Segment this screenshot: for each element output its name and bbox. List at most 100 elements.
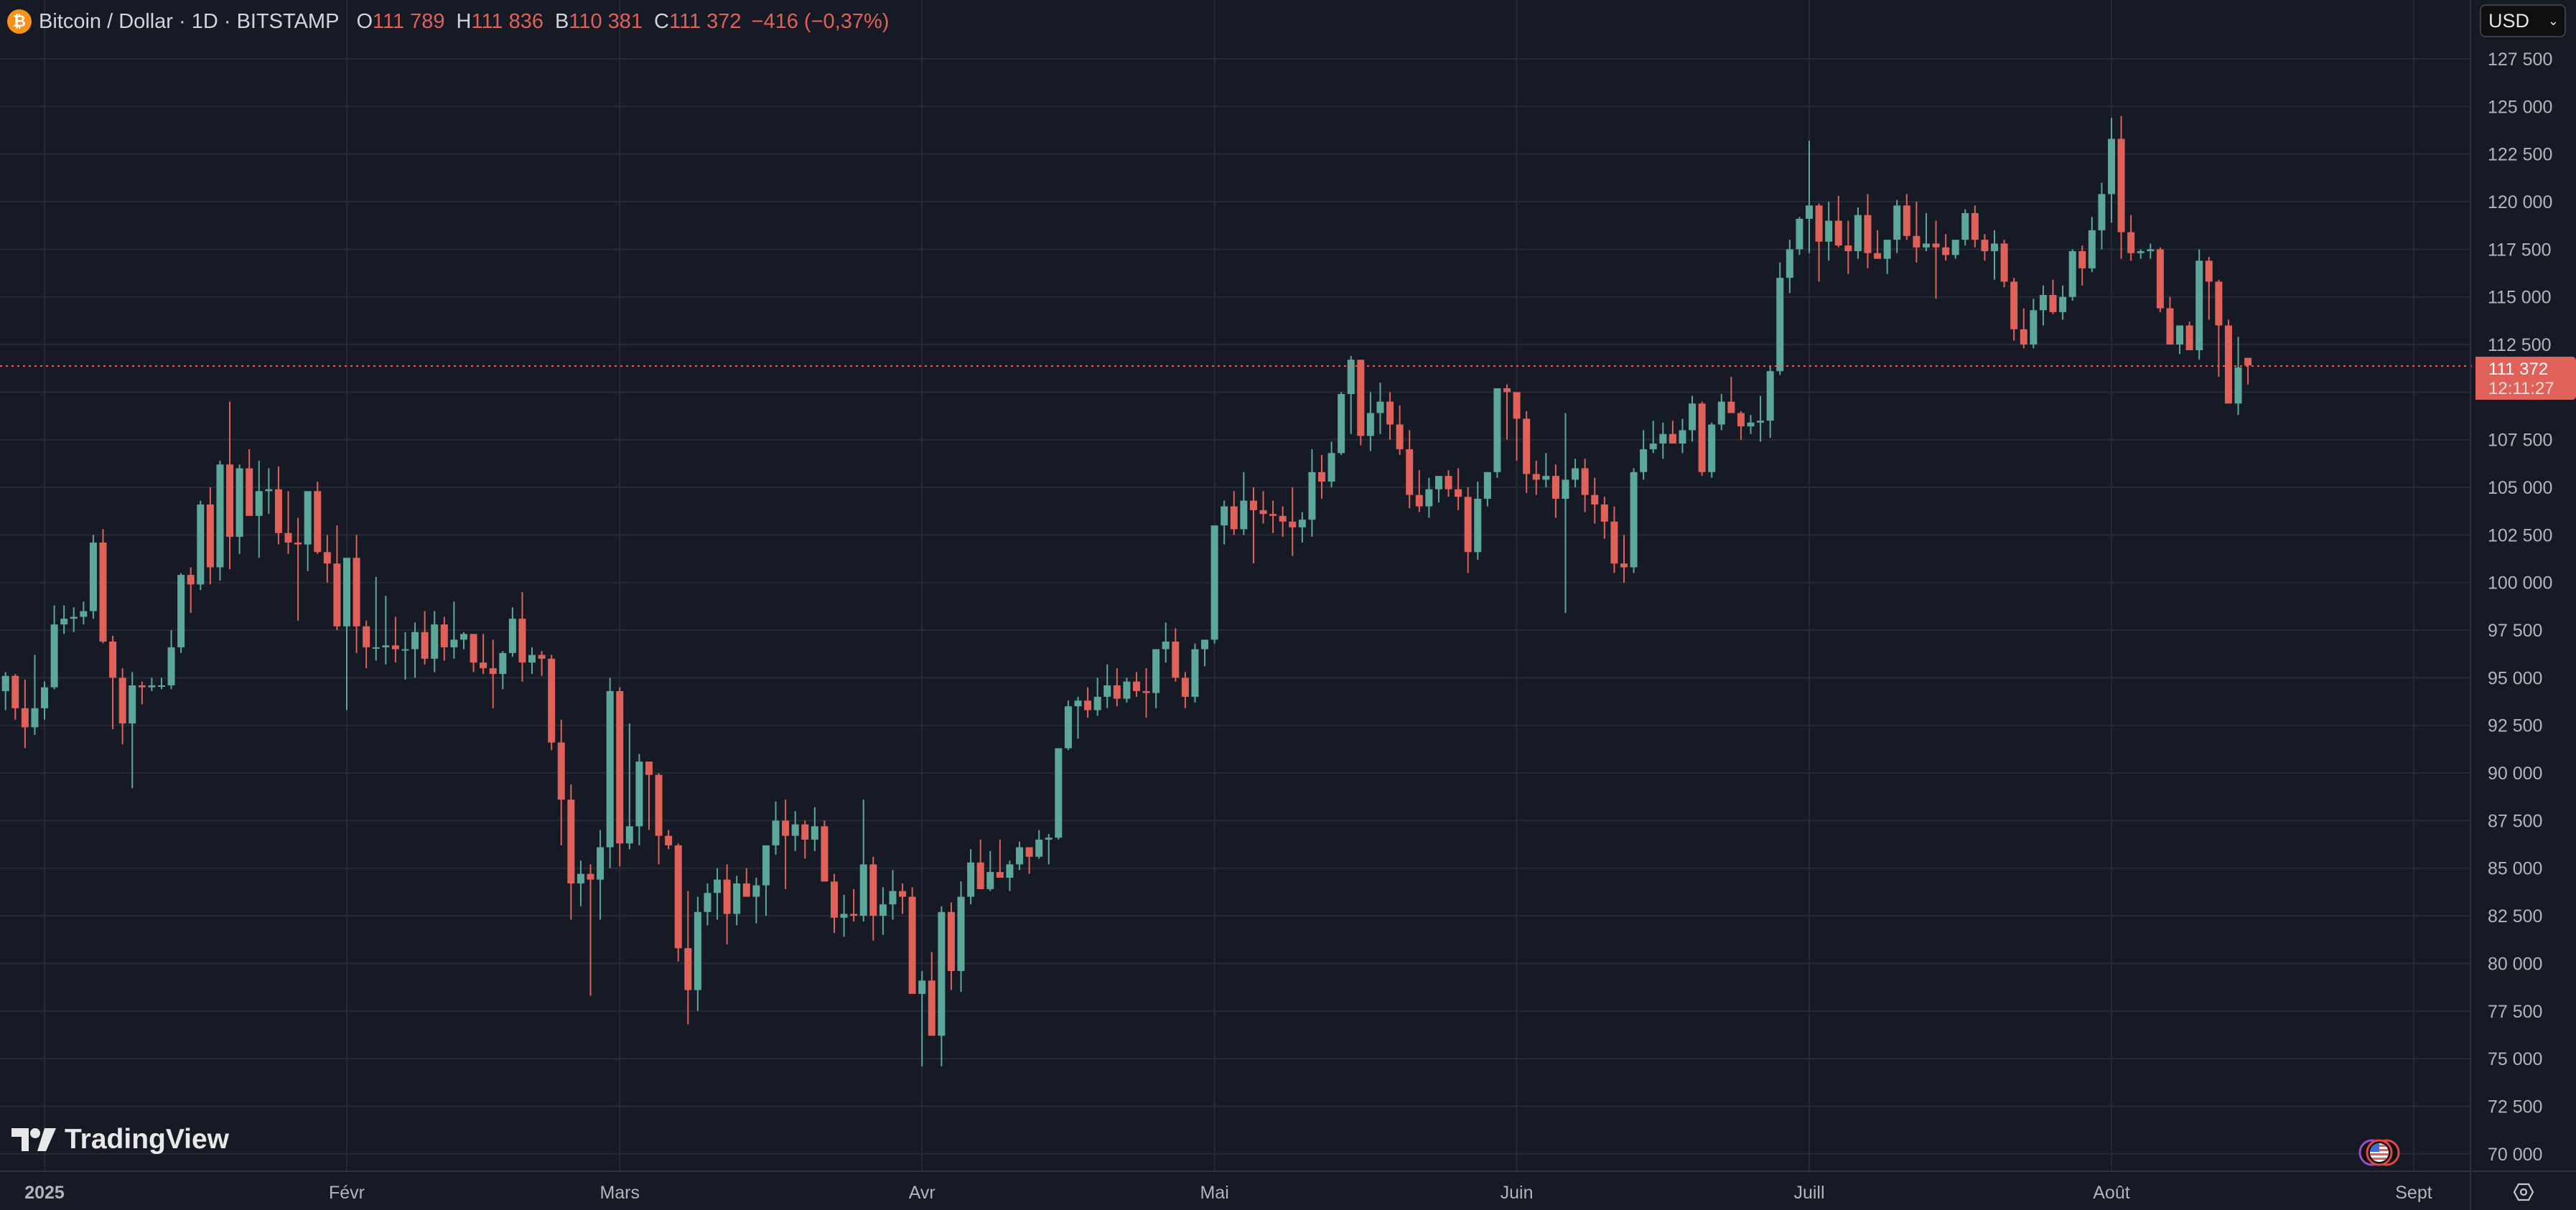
candle-body [1854,215,1862,252]
candle [1834,196,1842,248]
candle-body [1562,479,1569,499]
candle-body [1757,421,1765,423]
candle-body [1903,205,1910,236]
candle-body [801,824,809,840]
candle-body [372,647,380,649]
candle [304,491,312,571]
candle [1279,506,1287,538]
candle-body [2000,243,2008,282]
candle-body [1796,218,1803,250]
candle-body [1064,706,1072,749]
bitcoin-icon: ₿ [7,9,32,34]
candle [187,567,195,614]
candle [908,887,916,994]
candle [635,754,643,845]
candle [1327,441,1335,488]
candle-body [557,742,565,800]
candle-body [2030,310,2038,345]
candle [440,616,448,661]
candle-body [1776,278,1784,372]
candle-body [1961,212,1969,240]
candle-body [314,491,322,553]
candle [363,620,370,669]
candle-body [976,862,984,889]
candle [2088,217,2096,273]
candle-body [129,685,136,724]
us-flag-economic-events-icon[interactable] [2356,1137,2407,1168]
candle [50,605,58,690]
candle-body [2195,261,2203,350]
candle [674,843,682,962]
candle [2117,116,2125,259]
candle [1396,405,1404,455]
tradingview-logo[interactable]: TradingView [11,1124,229,1155]
candle [226,401,234,570]
candle-body [821,826,829,882]
candle [704,883,711,926]
price-tick-label: 105 000 [2488,478,2552,498]
settings-hexagon-icon[interactable] [2513,1181,2534,1203]
candle [1172,628,1180,682]
candle-body [1951,240,1959,255]
candle-body [742,883,750,897]
price-axis[interactable]: 127 500 125 000 122 500 120 000 117 500 115 0… [2488,50,2552,1165]
price-tick-label: 80 000 [2488,954,2542,974]
candle-body [665,835,673,845]
candle-body [1269,514,1277,516]
candle [11,674,19,720]
candle [1806,141,1813,253]
candle [1201,639,1209,667]
candle [1064,700,1072,751]
candle [372,576,380,661]
symbol-title[interactable]: Bitcoin / Dollar · 1D · BITSTAMP [39,9,340,33]
candle-body [538,655,546,659]
candle [1679,418,1686,454]
candle [1113,668,1121,707]
close-label: C [654,9,669,33]
currency-selector[interactable]: USD ⌄ [2480,4,2566,37]
candle-body [2049,295,2057,312]
candle-body [938,911,946,1036]
price-tick-label: 125 000 [2488,97,2552,117]
candle-body [1455,489,1462,497]
candle-body [450,639,458,647]
price-tick-label: 95 000 [2488,668,2542,688]
candle-body [2224,325,2232,404]
candle-body [733,883,741,914]
candle [21,680,29,749]
candle [938,906,946,1066]
candle [294,517,302,621]
price-tick-label: 127 500 [2488,50,2552,70]
candle [1796,217,1803,255]
candle-body [1221,506,1228,526]
candle-body [2039,295,2047,311]
candle-body [1620,563,1628,568]
time-axis[interactable]: 2025 Févr Mars Avr Mai Juin Juill Août Sept [24,1183,2432,1203]
bar-countdown: 12:11:27 [2488,379,2554,398]
candle-body [1942,247,1950,255]
candle [752,878,760,924]
candle [1084,687,1092,718]
candle-body [616,690,624,844]
candle-body [2166,308,2174,345]
candle [1357,360,1365,446]
candle [421,611,429,665]
candle-body [772,820,780,845]
candle [89,535,97,619]
candle [1620,535,1628,583]
candle [2244,357,2252,385]
candle-body [1874,253,1882,259]
candle [1991,230,1999,280]
candle-body [255,491,263,516]
candle-body [714,879,722,894]
candle [1142,668,1150,718]
candle [1406,430,1414,509]
candle-body [1103,685,1111,697]
candle-body [216,464,224,568]
candle-body [1366,413,1374,436]
candle [801,820,809,859]
candle-body [157,685,165,688]
candle [1318,454,1325,499]
candle-body [1766,371,1774,421]
